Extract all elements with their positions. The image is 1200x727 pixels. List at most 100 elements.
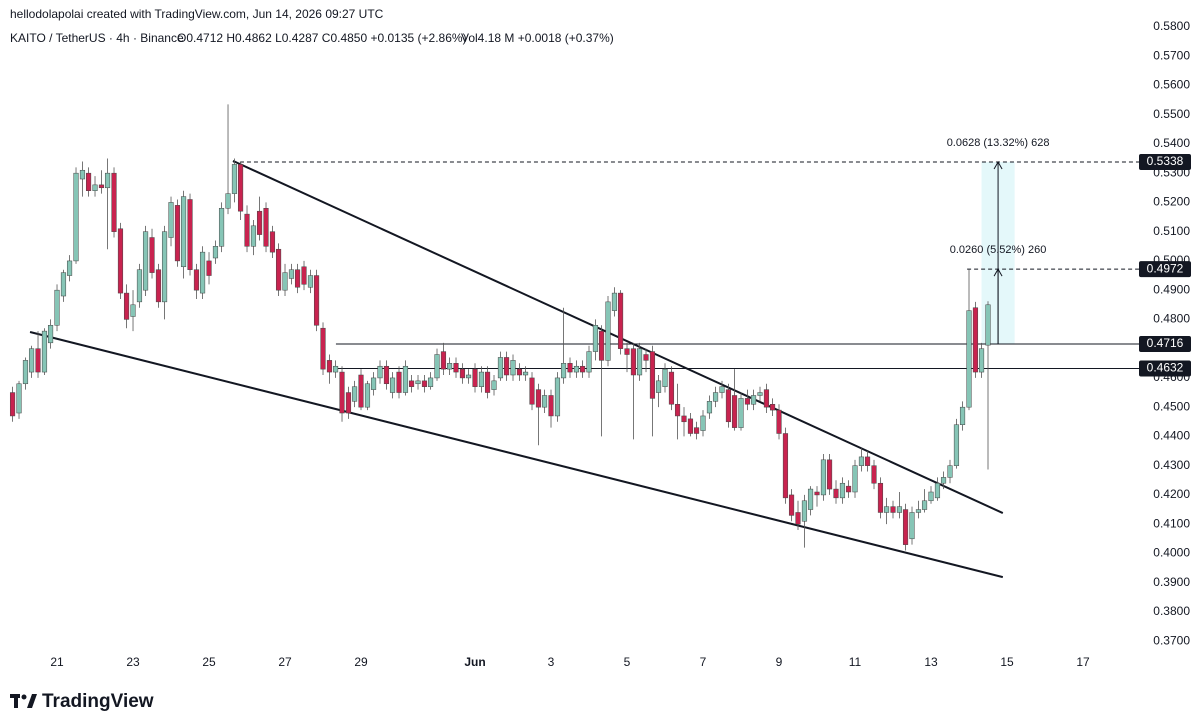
- candle-body: [79, 169, 86, 180]
- x-tick-label: 11: [849, 655, 862, 669]
- candle-body: [149, 237, 155, 273]
- legend-volume: Vol4.18 M +0.0018 (+0.37%): [461, 31, 614, 45]
- trendline: [232, 159, 1004, 514]
- candle-body: [649, 351, 656, 399]
- candle-body: [9, 392, 16, 417]
- candle-body: [193, 269, 200, 291]
- candle-body: [833, 488, 839, 499]
- y-tick-label: 0.5100: [1153, 224, 1190, 238]
- candle-body: [548, 395, 554, 417]
- y-tick-label: 0.4400: [1153, 429, 1190, 443]
- candle-body: [630, 348, 637, 376]
- candle-body: [427, 377, 434, 387]
- candle-body: [377, 365, 383, 379]
- price-tag: [1139, 261, 1191, 278]
- candle-body: [928, 491, 934, 502]
- candle-body: [237, 164, 244, 212]
- candle-body: [301, 266, 307, 285]
- candle-body: [440, 351, 447, 370]
- candle-body: [820, 459, 827, 496]
- candle-body: [503, 357, 510, 376]
- x-tick-label: 23: [126, 655, 140, 669]
- candle-body: [953, 424, 960, 466]
- candle-body: [738, 398, 744, 428]
- price-tag-label: 0.4632: [1147, 361, 1184, 375]
- candle-body: [567, 363, 573, 373]
- x-tick-label: 21: [50, 655, 64, 669]
- candle-body: [453, 363, 459, 373]
- candle-body: [978, 348, 985, 373]
- candle-body: [757, 392, 763, 396]
- candle-body: [130, 304, 136, 317]
- y-tick-label: 0.5200: [1153, 195, 1190, 209]
- x-tick-label: 7: [700, 655, 707, 669]
- candle-body: [111, 172, 117, 232]
- candle-body: [712, 392, 719, 402]
- candle-body: [636, 348, 643, 376]
- candle-body: [434, 354, 440, 379]
- candle-body: [592, 325, 599, 352]
- candle-body: [535, 389, 542, 408]
- price-tag: [1139, 154, 1191, 171]
- x-tick-label: 9: [776, 655, 783, 669]
- candle-body: [801, 500, 808, 522]
- measure-arrowhead: [993, 161, 1003, 170]
- candle-body: [250, 225, 257, 247]
- candle-body: [41, 330, 48, 373]
- y-tick-label: 0.5500: [1153, 107, 1190, 121]
- candle-body: [396, 371, 402, 393]
- candle-body: [60, 272, 67, 297]
- legend-symbol: KAITO / TetherUS · 4h · Binance: [10, 31, 184, 45]
- y-tick-label: 0.5800: [1153, 19, 1190, 33]
- candle-body: [915, 509, 922, 513]
- measure-label: 0.0628 (13.32%) 628: [947, 137, 1050, 149]
- y-tick-label: 0.4800: [1153, 312, 1190, 326]
- candle-body: [909, 512, 915, 540]
- candle-body: [852, 465, 858, 493]
- candle-body: [611, 292, 618, 311]
- x-tick-label: 3: [548, 655, 555, 669]
- candle-body: [750, 395, 757, 405]
- candle-body: [655, 380, 662, 393]
- candle-body: [225, 193, 231, 209]
- candle-body: [795, 512, 801, 525]
- candle-body: [288, 269, 295, 279]
- candle-body: [605, 301, 611, 361]
- logo-slash: [27, 694, 37, 708]
- candle-body: [681, 415, 687, 423]
- candle-body: [700, 415, 706, 431]
- candle-body: [408, 380, 415, 387]
- x-tick-label: 13: [924, 655, 938, 669]
- annot-layer: 0.0628 (13.32%) 628 0.0260 (5.52%) 260: [947, 137, 1050, 344]
- candle-body: [731, 395, 738, 428]
- candle-body: [206, 260, 212, 276]
- candle-body: [104, 172, 111, 189]
- y-tick-label: 0.4900: [1153, 282, 1190, 296]
- y-tick-label: 0.3800: [1153, 604, 1190, 618]
- y-tick-label: 0.4500: [1153, 399, 1190, 413]
- price-tag-label: 0.4716: [1147, 336, 1184, 350]
- candle-body: [415, 380, 421, 385]
- candle-body: [586, 351, 592, 373]
- candle-body: [465, 374, 472, 379]
- y-tick-label: 0.5600: [1153, 78, 1190, 92]
- candle-body: [890, 506, 896, 513]
- y-tick-label: 0.4200: [1153, 487, 1190, 501]
- candle-body: [54, 289, 60, 326]
- candle-body: [579, 365, 586, 373]
- candle-body: [218, 208, 225, 247]
- y-tick-label: 0.3700: [1153, 633, 1190, 647]
- price-tag-label: 0.5338: [1147, 154, 1184, 168]
- trendline: [29, 331, 1004, 579]
- candle-body: [769, 403, 776, 411]
- candle-body: [256, 210, 263, 235]
- candle-body: [231, 164, 238, 194]
- candle-body: [662, 368, 668, 387]
- candle-body: [345, 392, 352, 414]
- candle-body: [389, 377, 396, 393]
- candle-body: [459, 368, 466, 379]
- candle-body: [199, 251, 206, 294]
- header: hellodolapolai created with TradingView.…: [10, 7, 384, 21]
- candle-body: [187, 199, 193, 270]
